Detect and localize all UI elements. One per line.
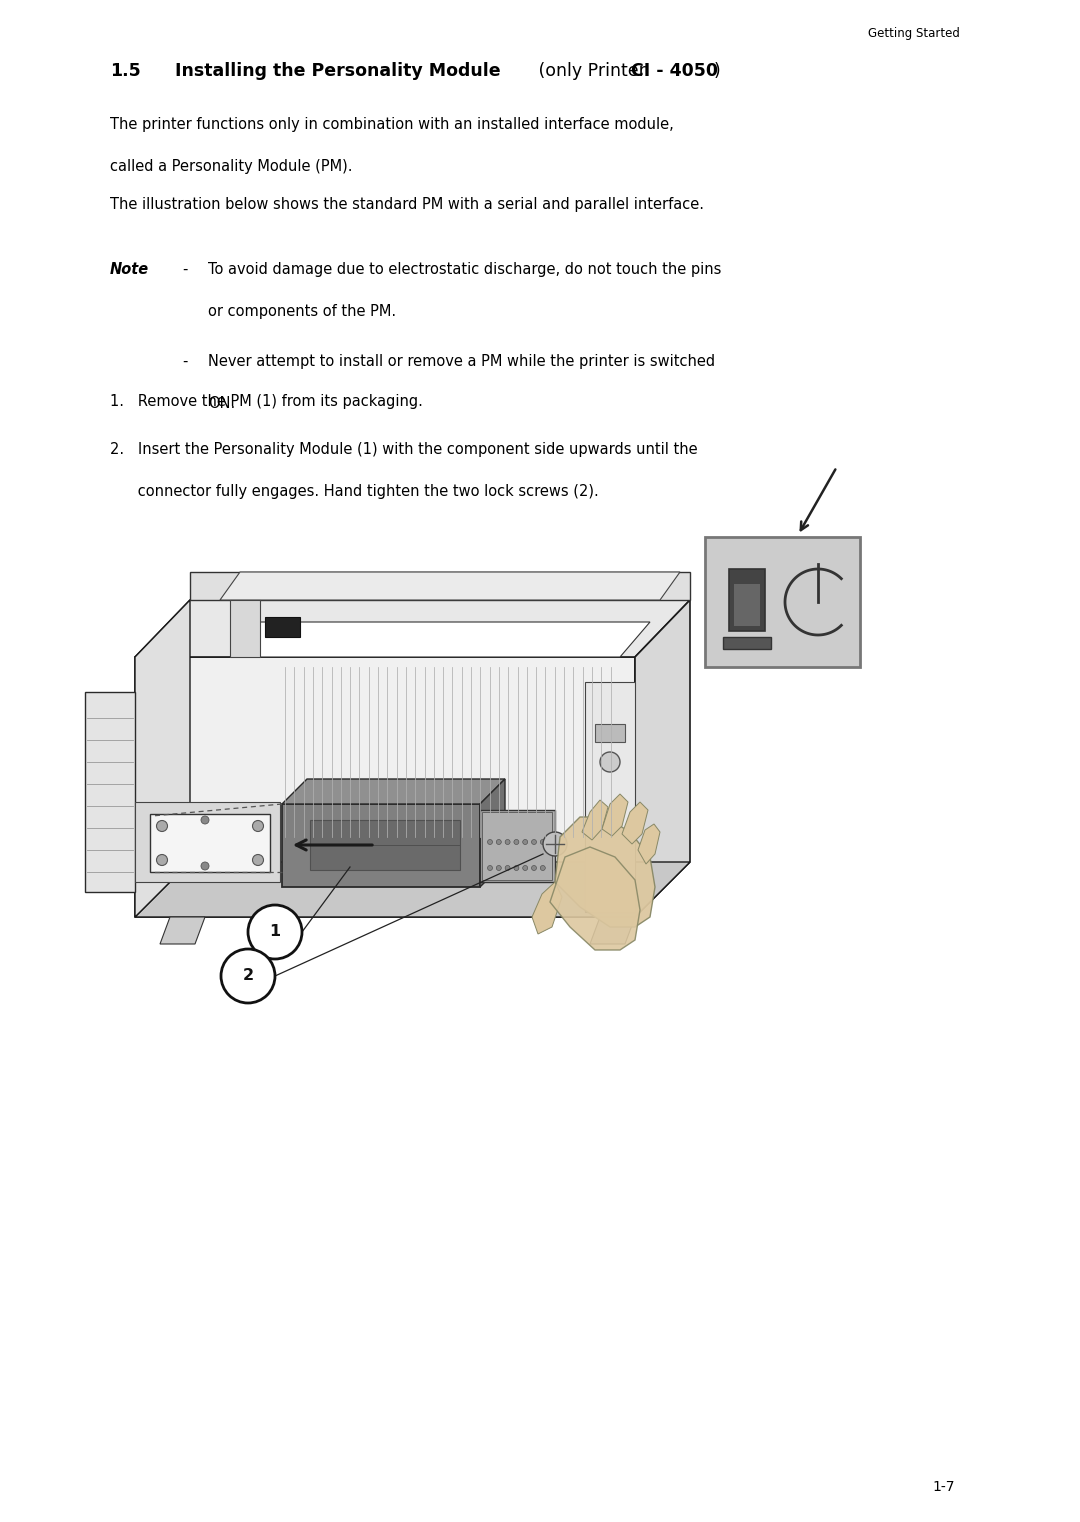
Polygon shape bbox=[150, 814, 270, 872]
Bar bbox=[595, 724, 625, 743]
Polygon shape bbox=[85, 693, 135, 892]
Circle shape bbox=[248, 906, 302, 959]
Circle shape bbox=[505, 840, 510, 845]
Circle shape bbox=[487, 866, 492, 871]
Polygon shape bbox=[135, 658, 635, 916]
Text: (only Printer: (only Printer bbox=[534, 62, 651, 81]
Circle shape bbox=[523, 866, 528, 871]
Text: ON.: ON. bbox=[208, 396, 235, 411]
Circle shape bbox=[514, 866, 518, 871]
Circle shape bbox=[497, 840, 501, 845]
Text: 1.   Remove the PM (1) from its packaging.: 1. Remove the PM (1) from its packaging. bbox=[110, 394, 423, 409]
Circle shape bbox=[523, 840, 528, 845]
Polygon shape bbox=[135, 600, 690, 658]
Text: called a Personality Module (PM).: called a Personality Module (PM). bbox=[110, 158, 352, 174]
Bar bbox=[734, 584, 760, 626]
Text: or components of the PM.: or components of the PM. bbox=[208, 304, 396, 320]
Text: Installing the Personality Module: Installing the Personality Module bbox=[175, 62, 501, 81]
Polygon shape bbox=[635, 600, 690, 916]
Polygon shape bbox=[230, 622, 650, 658]
Polygon shape bbox=[585, 682, 635, 912]
Polygon shape bbox=[480, 779, 505, 887]
Circle shape bbox=[157, 820, 167, 831]
Polygon shape bbox=[602, 794, 627, 836]
Circle shape bbox=[540, 840, 545, 845]
Text: 2: 2 bbox=[242, 968, 254, 983]
Circle shape bbox=[600, 752, 620, 772]
Circle shape bbox=[531, 866, 537, 871]
Text: The illustration below shows the standard PM with a serial and parallel interfac: The illustration below shows the standar… bbox=[110, 196, 704, 212]
Polygon shape bbox=[638, 823, 660, 864]
Circle shape bbox=[253, 820, 264, 831]
Polygon shape bbox=[135, 802, 280, 883]
Polygon shape bbox=[220, 572, 680, 600]
Polygon shape bbox=[310, 820, 460, 871]
Circle shape bbox=[531, 840, 537, 845]
Polygon shape bbox=[190, 572, 690, 600]
Text: 1-7: 1-7 bbox=[932, 1479, 955, 1495]
Circle shape bbox=[543, 833, 567, 855]
Circle shape bbox=[221, 950, 275, 1003]
Polygon shape bbox=[282, 804, 480, 887]
Text: connector fully engages. Hand tighten the two lock screws (2).: connector fully engages. Hand tighten th… bbox=[110, 484, 598, 499]
Polygon shape bbox=[282, 779, 505, 804]
Text: 1.5: 1.5 bbox=[110, 62, 140, 81]
Polygon shape bbox=[480, 810, 555, 883]
Bar bbox=[723, 638, 771, 648]
Polygon shape bbox=[230, 600, 260, 658]
Text: 1: 1 bbox=[269, 924, 281, 939]
Text: Getting Started: Getting Started bbox=[868, 27, 960, 40]
Polygon shape bbox=[550, 848, 640, 950]
Circle shape bbox=[497, 866, 501, 871]
Polygon shape bbox=[135, 600, 190, 916]
Circle shape bbox=[540, 866, 545, 871]
Circle shape bbox=[157, 854, 167, 866]
Text: CI - 4050: CI - 4050 bbox=[631, 62, 718, 81]
Polygon shape bbox=[582, 801, 608, 840]
Polygon shape bbox=[160, 916, 205, 944]
Bar bbox=[729, 569, 765, 632]
Circle shape bbox=[253, 854, 264, 866]
Polygon shape bbox=[135, 861, 690, 916]
Polygon shape bbox=[265, 616, 300, 638]
Text: -: - bbox=[183, 355, 187, 368]
Text: The printer functions only in combination with an installed interface module,: The printer functions only in combinatio… bbox=[110, 117, 674, 132]
Text: 2.   Insert the Personality Module (1) with the component side upwards until the: 2. Insert the Personality Module (1) wit… bbox=[110, 441, 698, 457]
Circle shape bbox=[505, 866, 510, 871]
Polygon shape bbox=[532, 883, 562, 935]
Polygon shape bbox=[555, 817, 654, 927]
Text: Note: Note bbox=[110, 262, 149, 277]
Circle shape bbox=[201, 816, 210, 823]
Text: -: - bbox=[183, 262, 187, 277]
Polygon shape bbox=[622, 802, 648, 845]
Polygon shape bbox=[590, 916, 635, 944]
Text: Never attempt to install or remove a PM while the printer is switched: Never attempt to install or remove a PM … bbox=[208, 355, 715, 368]
Circle shape bbox=[514, 840, 518, 845]
Text: To avoid damage due to electrostatic discharge, do not touch the pins: To avoid damage due to electrostatic dis… bbox=[208, 262, 721, 277]
Circle shape bbox=[201, 861, 210, 871]
Text: ): ) bbox=[714, 62, 720, 81]
Circle shape bbox=[487, 840, 492, 845]
Bar bbox=[705, 537, 860, 667]
